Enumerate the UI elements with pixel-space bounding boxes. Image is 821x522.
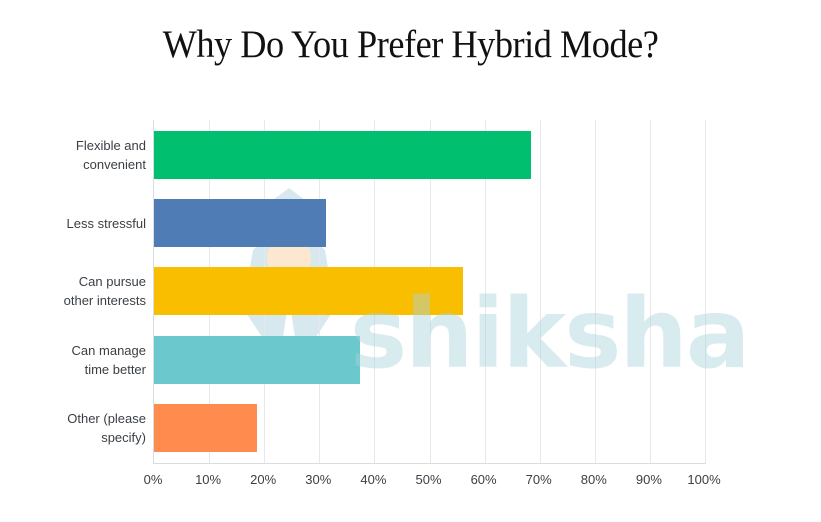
bar[interactable] bbox=[154, 199, 326, 247]
x-tick-label: 20% bbox=[250, 472, 277, 487]
category-label: Less stressful bbox=[66, 215, 146, 231]
category-label: Can pursue other interests bbox=[63, 274, 146, 308]
chart-title: Why Do You Prefer Hybrid Mode? bbox=[162, 23, 659, 66]
x-tick-label: 70% bbox=[525, 472, 552, 487]
gridline bbox=[484, 120, 486, 463]
gridline bbox=[649, 120, 651, 463]
bar[interactable] bbox=[154, 404, 258, 452]
gridline bbox=[539, 120, 541, 463]
category-label: Other (please specify) bbox=[67, 411, 146, 445]
x-tick-label: 30% bbox=[305, 472, 332, 487]
bar[interactable] bbox=[154, 267, 464, 315]
bar[interactable] bbox=[154, 336, 361, 384]
plot-area bbox=[153, 120, 706, 464]
x-tick-label: 100% bbox=[687, 472, 721, 487]
x-tick-label: 90% bbox=[635, 472, 662, 487]
x-tick-label: 40% bbox=[360, 472, 387, 487]
x-tick-label: 60% bbox=[470, 472, 497, 487]
x-tick-label: 80% bbox=[580, 472, 607, 487]
x-tick-label: 50% bbox=[415, 472, 442, 487]
x-tick-label: 10% bbox=[195, 472, 222, 487]
category-label: Can manage time better bbox=[71, 343, 146, 377]
category-label: Flexible and convenient bbox=[75, 138, 146, 172]
gridline bbox=[594, 120, 596, 463]
bar[interactable] bbox=[154, 131, 531, 179]
x-tick-label: 0% bbox=[143, 472, 163, 487]
